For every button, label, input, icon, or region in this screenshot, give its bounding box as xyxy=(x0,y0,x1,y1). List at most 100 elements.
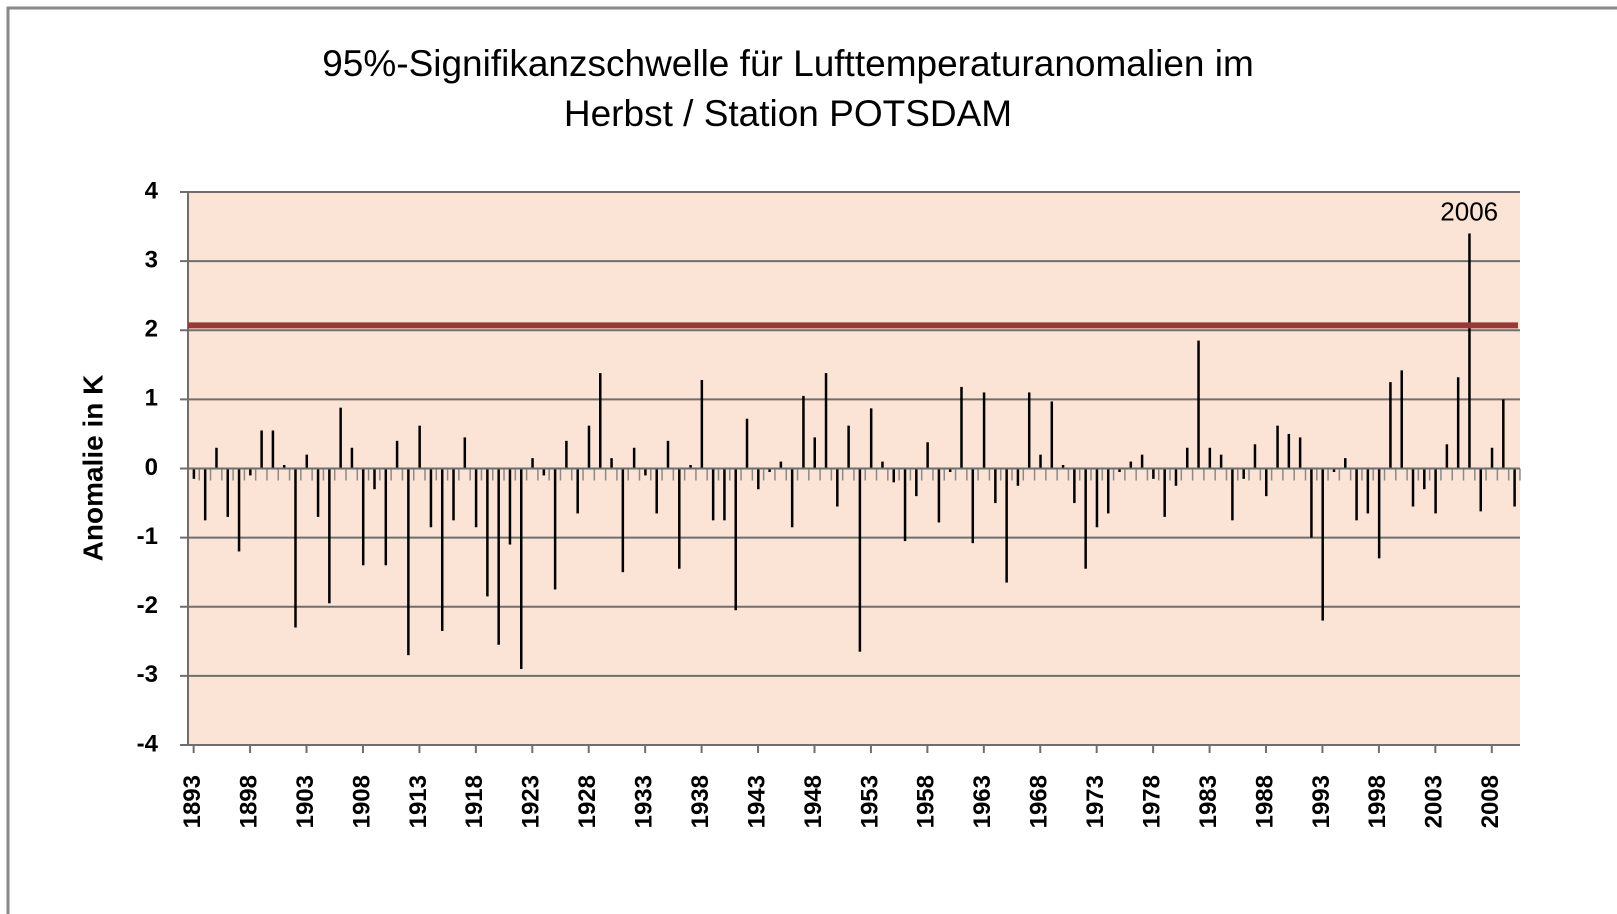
y-tick-label: 4 xyxy=(145,177,159,204)
bar xyxy=(1016,468,1020,486)
bar xyxy=(937,468,941,523)
x-tick-label: 1918 xyxy=(461,775,488,828)
x-tick-label: 1958 xyxy=(913,775,940,828)
y-tick-label: 3 xyxy=(145,246,158,273)
bar xyxy=(520,468,523,669)
bar xyxy=(869,408,873,469)
bar xyxy=(1253,444,1257,469)
bar xyxy=(1197,340,1200,469)
bar xyxy=(666,440,670,469)
y-tick-label: 0 xyxy=(145,454,158,481)
bar xyxy=(1005,468,1008,583)
bar xyxy=(1513,468,1516,507)
x-tick-label: 1923 xyxy=(518,775,545,828)
bar xyxy=(892,468,896,483)
bar xyxy=(700,380,704,469)
bar xyxy=(1276,425,1279,469)
bar xyxy=(813,437,816,469)
bar xyxy=(294,468,297,628)
bar xyxy=(339,407,342,469)
bar xyxy=(734,468,737,611)
bar xyxy=(1039,454,1042,469)
bar xyxy=(1298,437,1302,469)
bar xyxy=(1502,399,1505,469)
frame xyxy=(6,6,1617,914)
x-tick-label: 1938 xyxy=(687,775,714,828)
bar xyxy=(1106,468,1110,514)
bar xyxy=(203,468,207,521)
bar xyxy=(836,468,839,507)
bar xyxy=(1355,468,1358,521)
bar xyxy=(1490,447,1494,469)
bar xyxy=(542,468,546,476)
bar xyxy=(1265,468,1268,497)
x-tick-label: 1928 xyxy=(574,775,601,828)
bar xyxy=(1129,461,1133,469)
x-tick-label: 1988 xyxy=(1251,775,1278,828)
bar xyxy=(1242,468,1245,479)
bar xyxy=(1140,454,1144,469)
x-tick-label: 1993 xyxy=(1308,775,1335,828)
bar xyxy=(1095,468,1099,528)
bar xyxy=(1219,454,1223,469)
x-tick-label: 2008 xyxy=(1477,775,1504,828)
bar xyxy=(384,468,388,566)
bar xyxy=(1411,468,1415,507)
bar xyxy=(282,465,286,469)
bar xyxy=(237,468,241,552)
bar xyxy=(305,454,309,469)
y-tick-label: -2 xyxy=(137,592,158,619)
bar xyxy=(621,468,625,573)
x-tick-label: 1913 xyxy=(405,775,432,828)
bar xyxy=(1344,458,1347,469)
bar xyxy=(599,373,602,469)
bar xyxy=(1152,468,1155,479)
bar xyxy=(1434,468,1437,514)
bar xyxy=(215,447,218,469)
bar xyxy=(644,468,647,476)
x-tick-label: 1968 xyxy=(1026,775,1053,828)
bar xyxy=(1366,468,1370,514)
bar xyxy=(1423,468,1426,490)
bar xyxy=(565,440,568,469)
bar xyxy=(926,442,929,469)
annotation: 2006 xyxy=(1440,196,1498,226)
bar xyxy=(407,468,410,656)
bar xyxy=(768,468,771,472)
x-tick-label: 1908 xyxy=(348,775,375,828)
bar xyxy=(1479,468,1482,512)
y-tick-label: 1 xyxy=(145,385,158,412)
bar xyxy=(757,468,760,490)
bar xyxy=(316,468,320,517)
bar xyxy=(395,440,399,469)
bar xyxy=(373,468,376,490)
bar xyxy=(226,468,230,517)
y-tick-label: -4 xyxy=(137,730,159,757)
bar xyxy=(429,468,433,528)
bar xyxy=(440,468,444,631)
bar xyxy=(1332,468,1336,472)
bar xyxy=(858,468,862,652)
x-tick-label: 1933 xyxy=(631,775,658,828)
bar xyxy=(508,468,512,545)
chart-title: 95%-Signifikanzschwelle für Lufttemperat… xyxy=(322,43,1254,84)
bar xyxy=(576,468,579,514)
bar xyxy=(632,447,636,469)
bar xyxy=(249,468,252,476)
bar xyxy=(824,373,828,469)
chart-title: Herbst / Station POTSDAM xyxy=(564,93,1012,134)
bar xyxy=(1468,233,1471,469)
bar xyxy=(463,437,467,469)
bar xyxy=(328,468,331,604)
bar xyxy=(678,468,681,569)
bar xyxy=(745,418,749,469)
bar xyxy=(553,468,557,590)
x-tick-label: 1948 xyxy=(800,775,827,828)
bar xyxy=(1208,447,1212,469)
bar xyxy=(689,465,692,469)
bar xyxy=(1321,468,1324,621)
bar xyxy=(948,468,952,472)
bar xyxy=(711,468,715,521)
bar xyxy=(1389,382,1392,469)
